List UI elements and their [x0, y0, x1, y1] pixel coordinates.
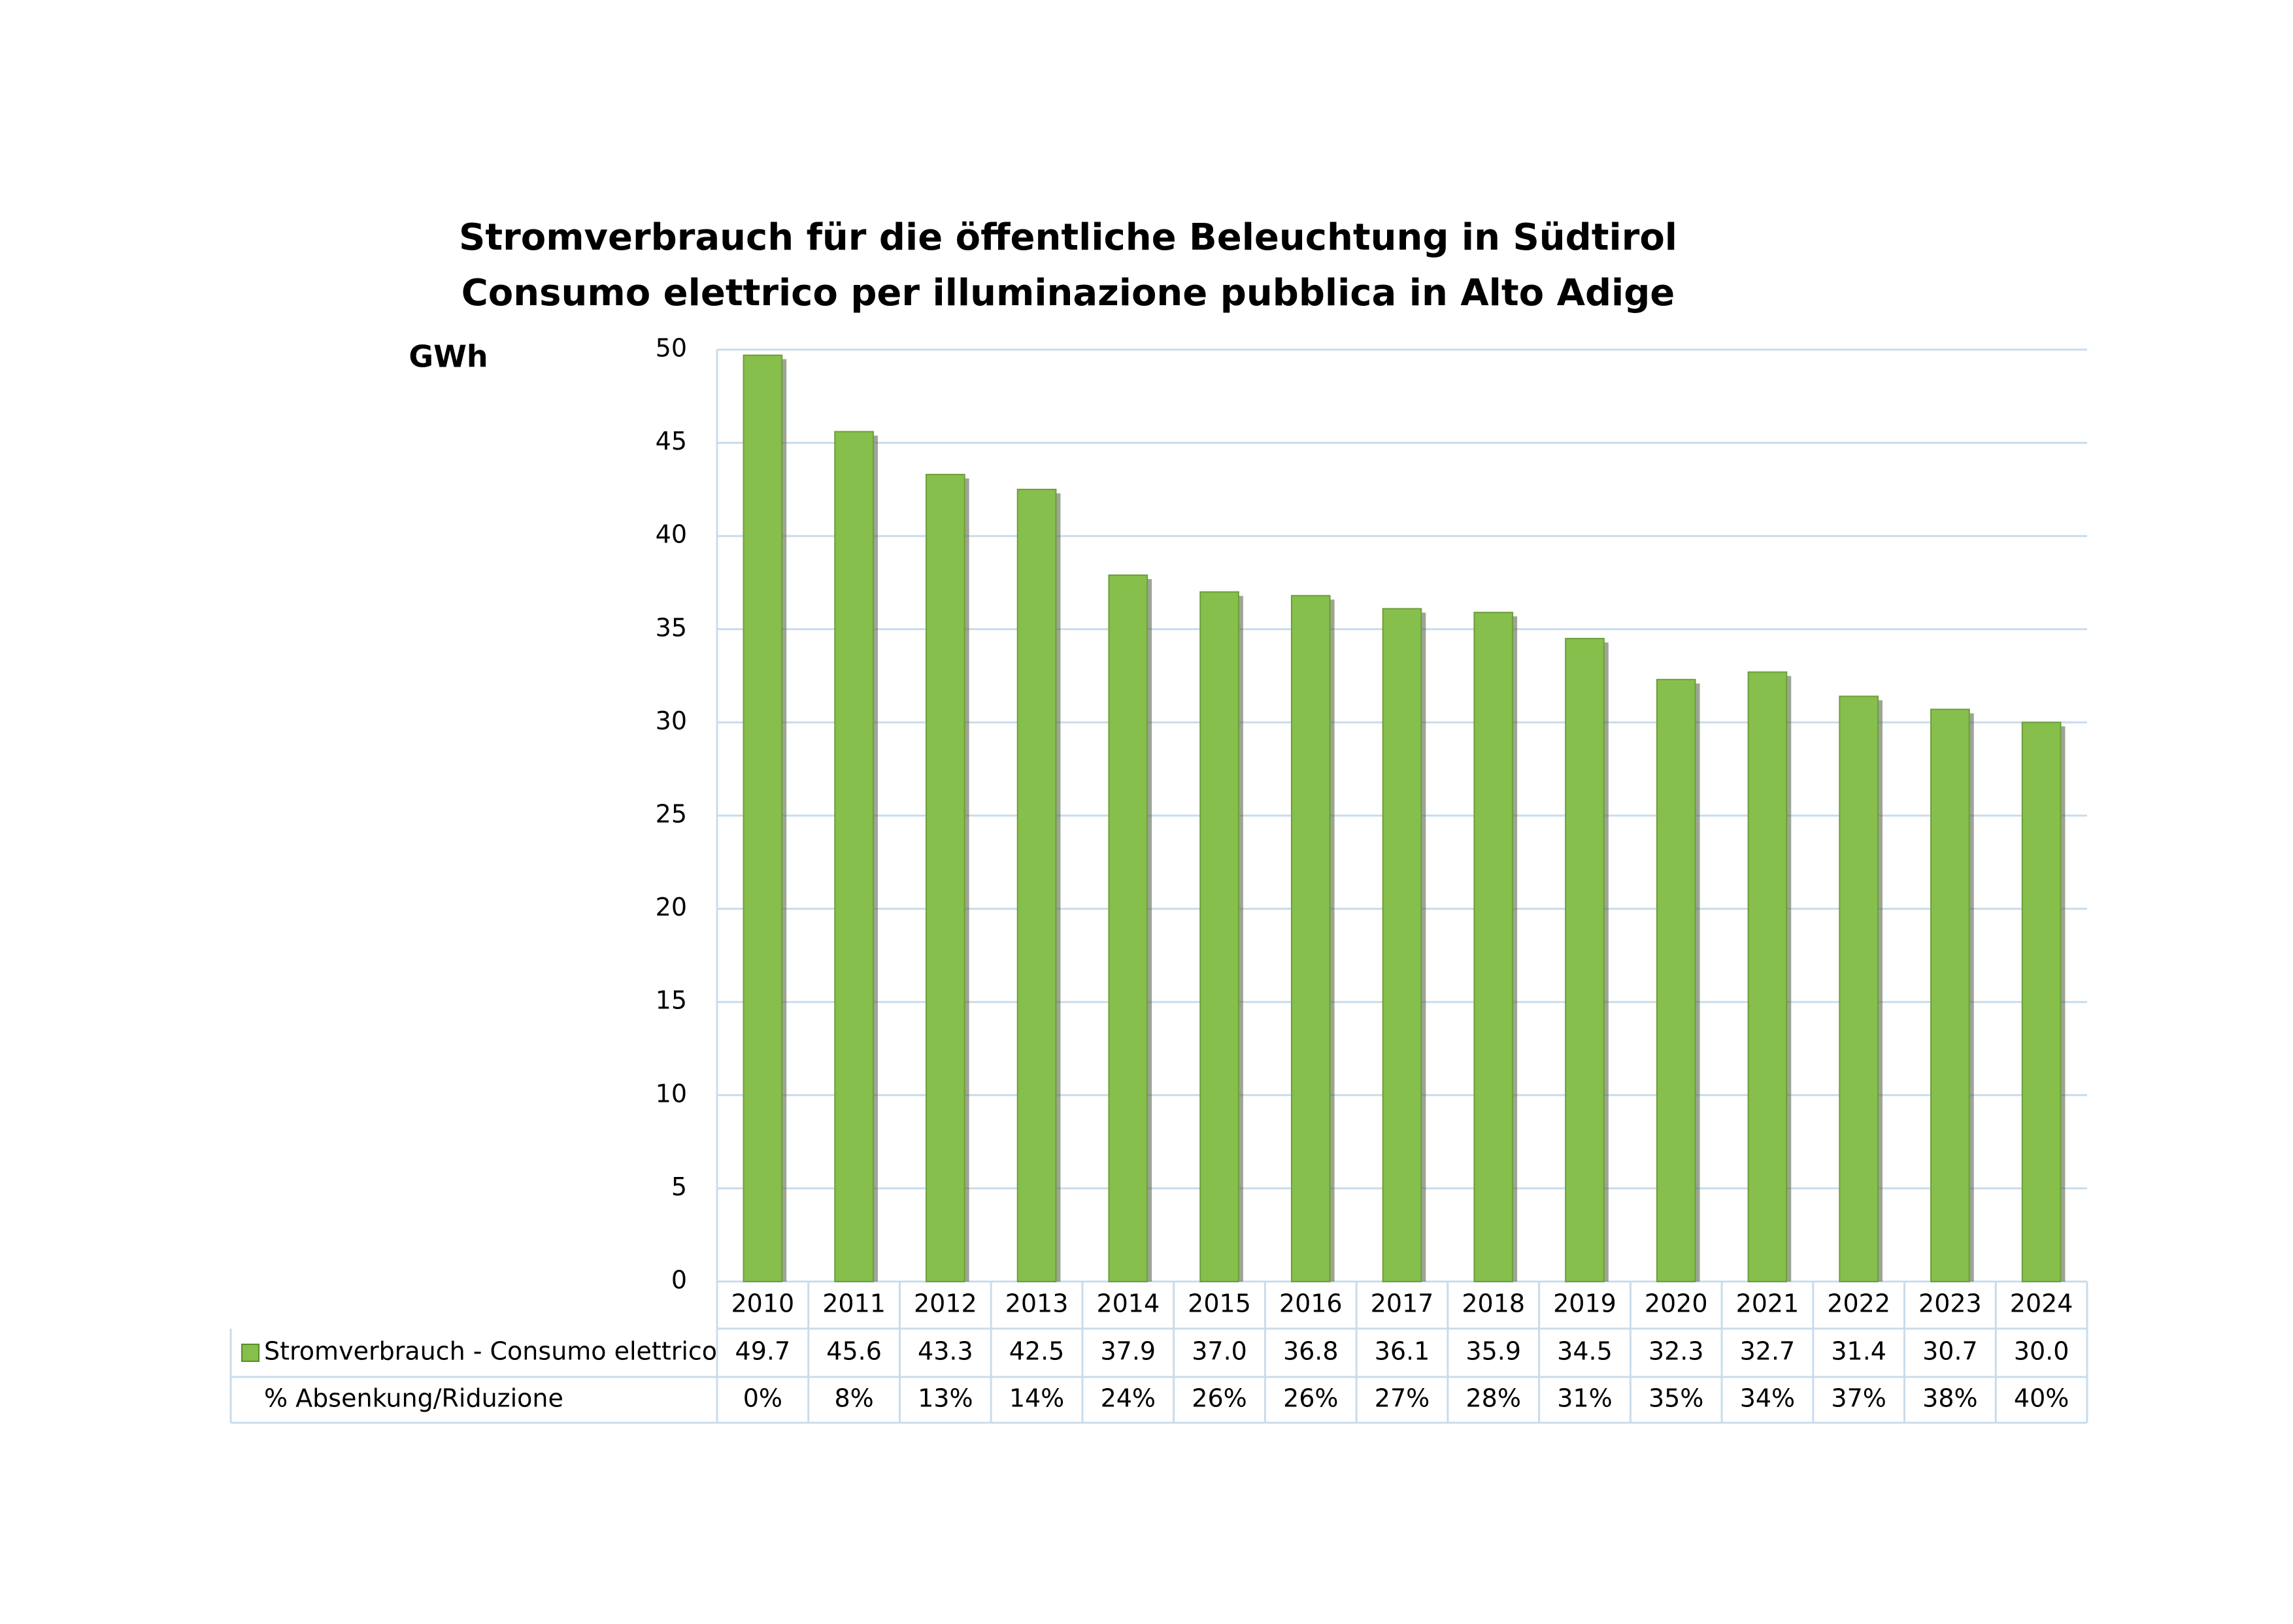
table-reduction: 0% — [743, 1384, 782, 1413]
table-value: 30.0 — [2014, 1337, 2069, 1366]
bar — [1016, 488, 1057, 1282]
legend-swatch — [241, 1344, 259, 1362]
table-value: 37.9 — [1100, 1337, 1156, 1366]
table-value: 35.9 — [1465, 1337, 1521, 1366]
y-tick-label: 35 — [656, 613, 687, 642]
x-tick-label: 2022 — [1827, 1289, 1890, 1318]
x-tick-label: 2016 — [1279, 1289, 1343, 1318]
y-tick-label: 45 — [656, 427, 687, 456]
bar — [1930, 708, 1970, 1283]
table-reduction: 28% — [1465, 1384, 1520, 1413]
x-tick-label: 2013 — [1005, 1289, 1069, 1318]
x-tick-label: 2018 — [1462, 1289, 1525, 1318]
table-reduction: 8% — [834, 1384, 873, 1413]
table-value: 36.8 — [1283, 1337, 1339, 1366]
bar — [1473, 612, 1514, 1282]
y-tick-label: 5 — [671, 1172, 687, 1201]
chart-title: Consumo elettrico per illuminazione pubb… — [461, 272, 1675, 314]
table-value: 36.1 — [1375, 1337, 1430, 1366]
x-tick-label: 2024 — [2010, 1289, 2073, 1318]
table-reduction: 40% — [2014, 1384, 2069, 1413]
x-tick-label: 2014 — [1096, 1289, 1160, 1318]
x-tick-label: 2011 — [822, 1289, 886, 1318]
table-value: 34.5 — [1557, 1337, 1613, 1366]
y-tick-label: 50 — [656, 334, 687, 363]
bar — [925, 474, 965, 1282]
bar — [1839, 695, 1879, 1283]
bar — [1656, 678, 1696, 1282]
table-value: 49.7 — [735, 1337, 791, 1366]
table-reduction: 34% — [1740, 1384, 1795, 1413]
x-tick-label: 2019 — [1553, 1289, 1616, 1318]
x-tick-label: 2017 — [1371, 1289, 1434, 1318]
x-tick-label: 2010 — [731, 1289, 795, 1318]
table-value: 45.6 — [826, 1337, 882, 1366]
x-tick-label: 2021 — [1736, 1289, 1799, 1318]
y-tick-label: 20 — [656, 893, 687, 921]
x-tick-label: 2023 — [1918, 1289, 1982, 1318]
table-value: 30.7 — [1922, 1337, 1978, 1366]
y-tick-label: 30 — [656, 706, 687, 735]
table-reduction: 24% — [1101, 1384, 1156, 1413]
table-value: 31.4 — [1831, 1337, 1886, 1366]
table-reduction: 14% — [1009, 1384, 1064, 1413]
y-tick-label: 25 — [656, 800, 687, 829]
bar — [834, 431, 874, 1282]
table-reduction: 13% — [918, 1384, 973, 1413]
table-value: 43.3 — [918, 1337, 973, 1366]
row-label: % Absenkung/Riduzione — [264, 1384, 563, 1413]
table-reduction: 26% — [1192, 1384, 1247, 1413]
bar — [1108, 574, 1148, 1282]
y-tick-label: 0 — [671, 1266, 687, 1295]
x-tick-label: 2012 — [914, 1289, 977, 1318]
bar — [1290, 595, 1331, 1282]
x-tick-label: 2020 — [1645, 1289, 1708, 1318]
table-reduction: 31% — [1557, 1384, 1612, 1413]
table-reduction: 35% — [1649, 1384, 1703, 1413]
y-tick-label: 15 — [656, 986, 687, 1015]
bar — [1382, 608, 1422, 1282]
table-value: 32.3 — [1649, 1337, 1704, 1366]
table-reduction: 27% — [1375, 1384, 1430, 1413]
x-tick-label: 2015 — [1188, 1289, 1251, 1318]
legend-label: Stromverbrauch - Consumo elettrico — [264, 1337, 717, 1366]
table-reduction: 37% — [1831, 1384, 1886, 1413]
chart-title: Stromverbrauch für die öffentliche Beleu… — [459, 216, 1677, 259]
table-reduction: 38% — [1922, 1384, 1977, 1413]
table-value: 42.5 — [1009, 1337, 1065, 1366]
bar — [2021, 721, 2062, 1282]
bar — [1565, 638, 1605, 1282]
bar — [1747, 671, 1788, 1282]
bar — [1199, 591, 1239, 1282]
y-tick-label: 10 — [656, 1079, 687, 1108]
table-reduction: 26% — [1283, 1384, 1338, 1413]
table-value: 37.0 — [1192, 1337, 1247, 1366]
y-axis-label: GWh — [409, 339, 488, 374]
y-tick-label: 40 — [656, 520, 687, 549]
table-value: 32.7 — [1740, 1337, 1796, 1366]
bar — [743, 354, 783, 1282]
